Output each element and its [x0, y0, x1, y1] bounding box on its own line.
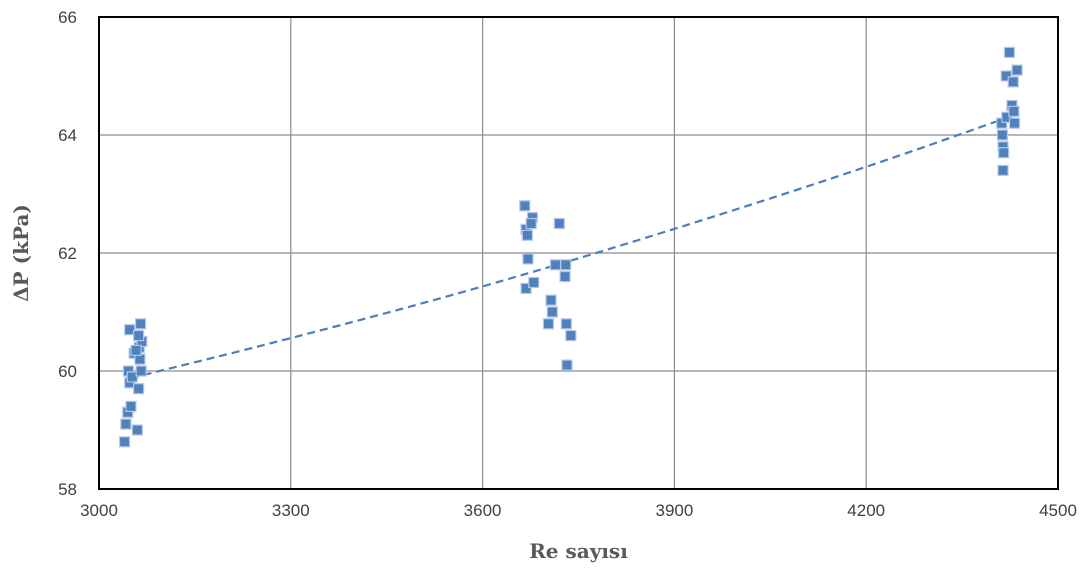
data-point: [1001, 111, 1013, 123]
data-point: [131, 424, 143, 436]
x-tick-label: 3600: [464, 501, 502, 520]
x-tick-label: 4200: [847, 501, 885, 520]
y-tick-label: 62: [58, 244, 77, 263]
data-point: [133, 330, 145, 342]
data-point: [118, 436, 131, 448]
y-tick-label: 64: [58, 126, 77, 145]
data-point: [1003, 46, 1016, 59]
tick-labels: 3000 3300 3600 3900 4200 4500 58 60 62 64 66: [58, 8, 1077, 520]
data-point: [528, 276, 540, 289]
data-points: [118, 46, 1023, 448]
data-point: [525, 217, 537, 230]
data-point: [133, 383, 145, 395]
data-point: [549, 259, 562, 271]
trendline: [130, 114, 1014, 380]
y-tick-label: 60: [58, 362, 77, 381]
data-point: [996, 129, 1008, 141]
data-point: [561, 359, 573, 371]
y-axis-title: ΔP (kPa): [9, 204, 33, 302]
grid-lines: [98, 16, 1059, 490]
x-tick-label: 3300: [272, 501, 310, 520]
data-point: [565, 330, 577, 342]
data-point: [519, 200, 531, 212]
trendline-layer: [130, 114, 1014, 380]
data-point: [559, 271, 571, 283]
data-point: [1007, 76, 1019, 88]
data-point: [553, 217, 565, 230]
data-point: [134, 318, 147, 330]
data-point: [546, 306, 558, 318]
data-point: [998, 147, 1010, 159]
data-point: [1008, 105, 1020, 118]
data-point: [560, 318, 572, 330]
data-point: [522, 253, 534, 265]
data-point: [1011, 64, 1023, 76]
data-point: [1008, 117, 1021, 129]
data-point: [545, 294, 557, 306]
x-tick-label: 3900: [655, 501, 693, 520]
y-tick-label: 66: [58, 8, 77, 27]
data-point: [997, 164, 1009, 176]
data-point: [1000, 70, 1012, 82]
data-point: [521, 229, 533, 241]
data-point: [135, 365, 147, 377]
x-tick-label: 4500: [1039, 501, 1077, 520]
x-axis-title: Re sayısı: [529, 539, 628, 563]
y-tick-label: 58: [58, 480, 77, 499]
x-tick-label: 3000: [80, 501, 118, 520]
data-point: [125, 400, 137, 412]
plot-area-border: [98, 16, 1059, 490]
data-point: [126, 371, 138, 383]
data-point: [542, 318, 555, 330]
data-point: [130, 344, 142, 356]
data-point: [124, 324, 136, 336]
data-point: [120, 418, 132, 430]
data-point: [520, 282, 532, 294]
data-point: [560, 259, 572, 271]
